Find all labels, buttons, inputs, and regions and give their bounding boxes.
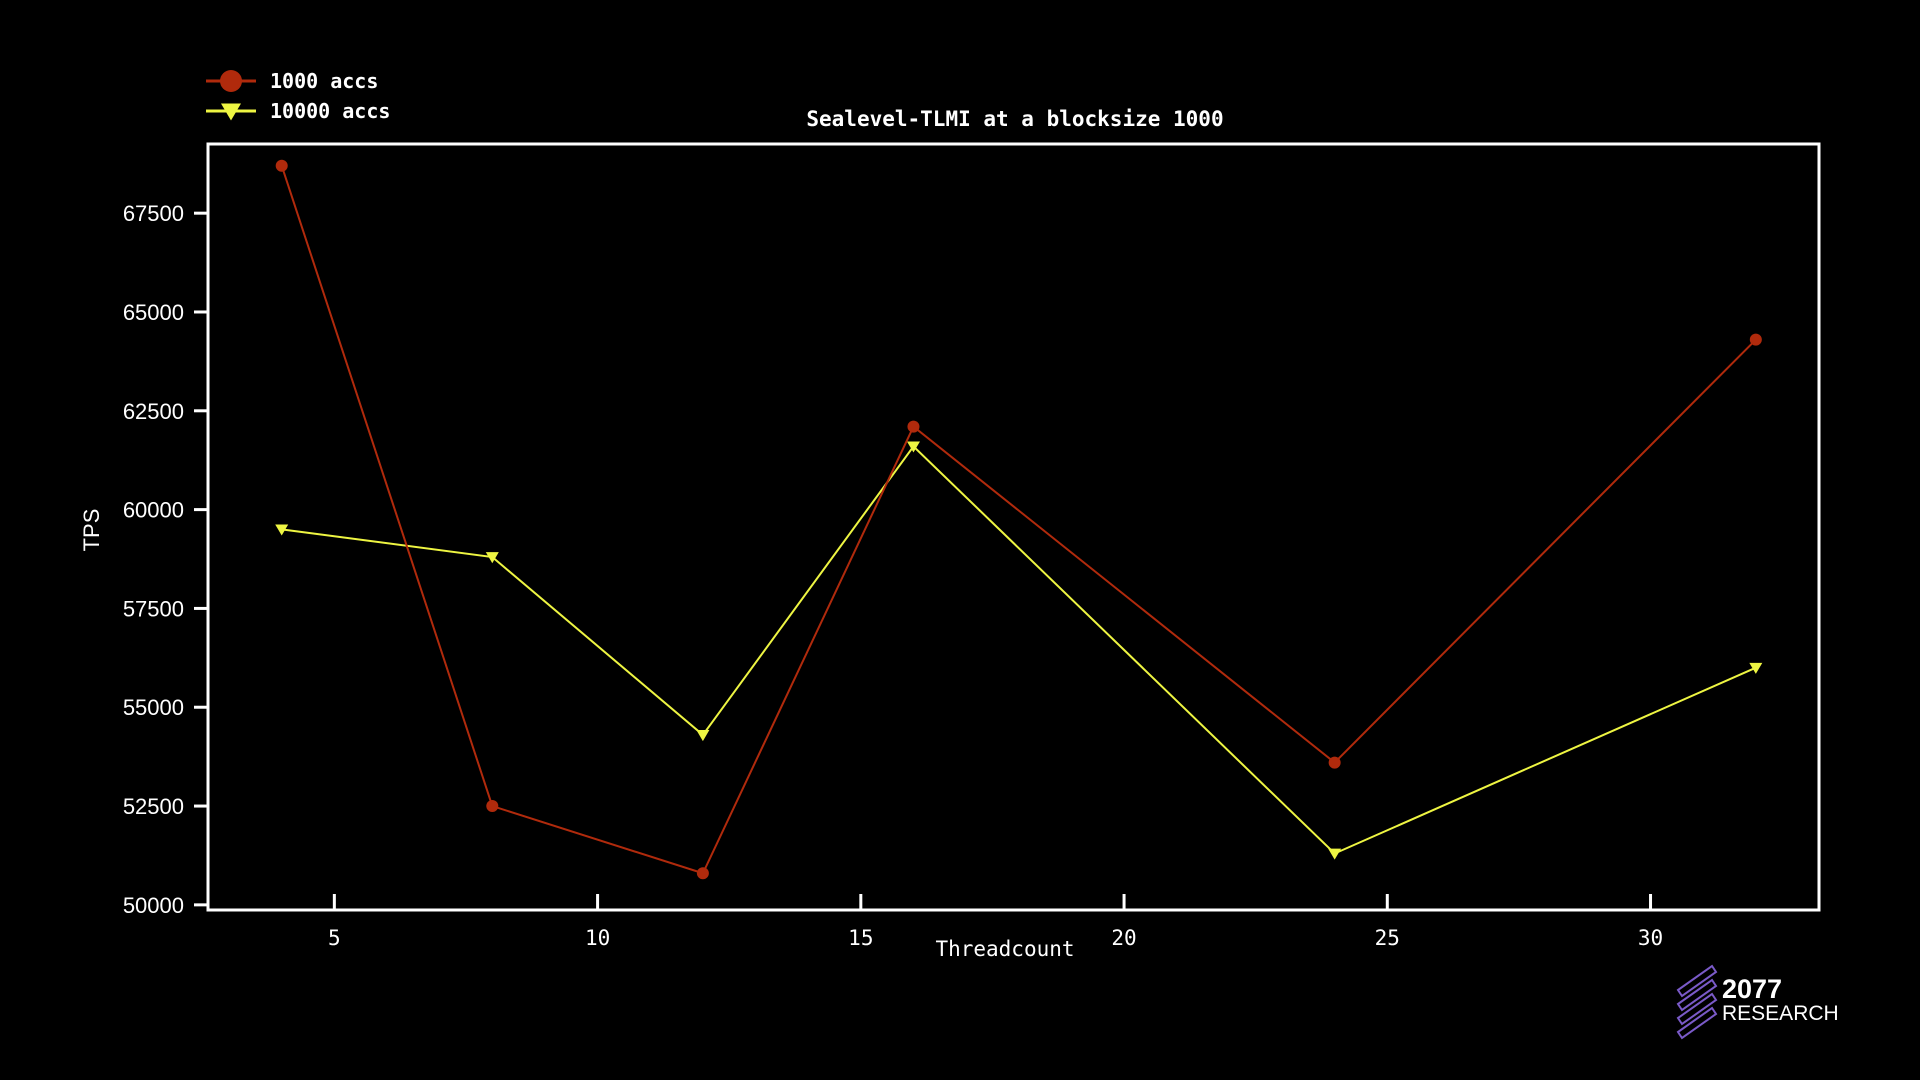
legend-marker — [221, 103, 241, 121]
brand-stripes-icon — [1676, 964, 1718, 1040]
data-point — [906, 441, 920, 453]
brand-subtitle: RESEARCH — [1722, 1002, 1839, 1025]
y-tick-label: 57500 — [123, 596, 184, 621]
y-tick-label: 62500 — [123, 399, 184, 424]
x-tick-label: 30 — [1638, 926, 1663, 950]
data-point — [1328, 848, 1342, 860]
data-point — [1749, 333, 1762, 346]
plot-frame — [206, 142, 1821, 912]
y-tick-label: 52500 — [123, 794, 184, 819]
y-axis-label: TPS — [79, 509, 104, 552]
data-point — [907, 420, 920, 433]
x-tick-label: 5 — [328, 926, 341, 950]
y-tick-label: 50000 — [123, 893, 184, 918]
brand-logo: 2077 RESEARCH — [1676, 964, 1839, 1040]
series-10000-accs — [275, 441, 1763, 860]
x-tick-label: 10 — [585, 926, 610, 950]
series-layer — [275, 159, 1763, 880]
x-tick-label: 15 — [848, 926, 873, 950]
data-point — [486, 800, 499, 813]
y-tick-label: 55000 — [123, 695, 184, 720]
y-axis: 50000 52500 55000 57500 60000 62500 65000 67500 — [123, 201, 208, 918]
x-tick-label: 25 — [1375, 926, 1400, 950]
x-tick-label: 20 — [1111, 926, 1136, 950]
x-axis: 5 10 15 20 25 30 — [328, 894, 1663, 950]
brand-name: 2077 — [1722, 974, 1782, 1004]
legend-marker — [220, 70, 242, 92]
data-point — [275, 159, 288, 172]
y-tick-label: 65000 — [123, 300, 184, 325]
data-point — [1749, 662, 1763, 674]
x-axis-label: Threadcount — [935, 937, 1074, 961]
legend: 1000 accs 10000 accs — [206, 69, 390, 123]
data-point — [696, 730, 710, 742]
legend-label: 1000 accs — [270, 69, 378, 93]
series-line — [280, 165, 1757, 875]
chart-title: Sealevel-TLMI at a blocksize 1000 — [806, 107, 1223, 131]
legend-label: 10000 accs — [270, 99, 390, 123]
data-point — [1328, 756, 1341, 769]
data-point — [275, 524, 289, 536]
data-point — [485, 552, 499, 564]
y-tick-label: 60000 — [123, 498, 184, 523]
series-line — [281, 444, 1757, 855]
series-1000-accs — [275, 159, 1762, 880]
y-tick-label: 67500 — [123, 201, 184, 226]
data-point — [696, 867, 709, 880]
